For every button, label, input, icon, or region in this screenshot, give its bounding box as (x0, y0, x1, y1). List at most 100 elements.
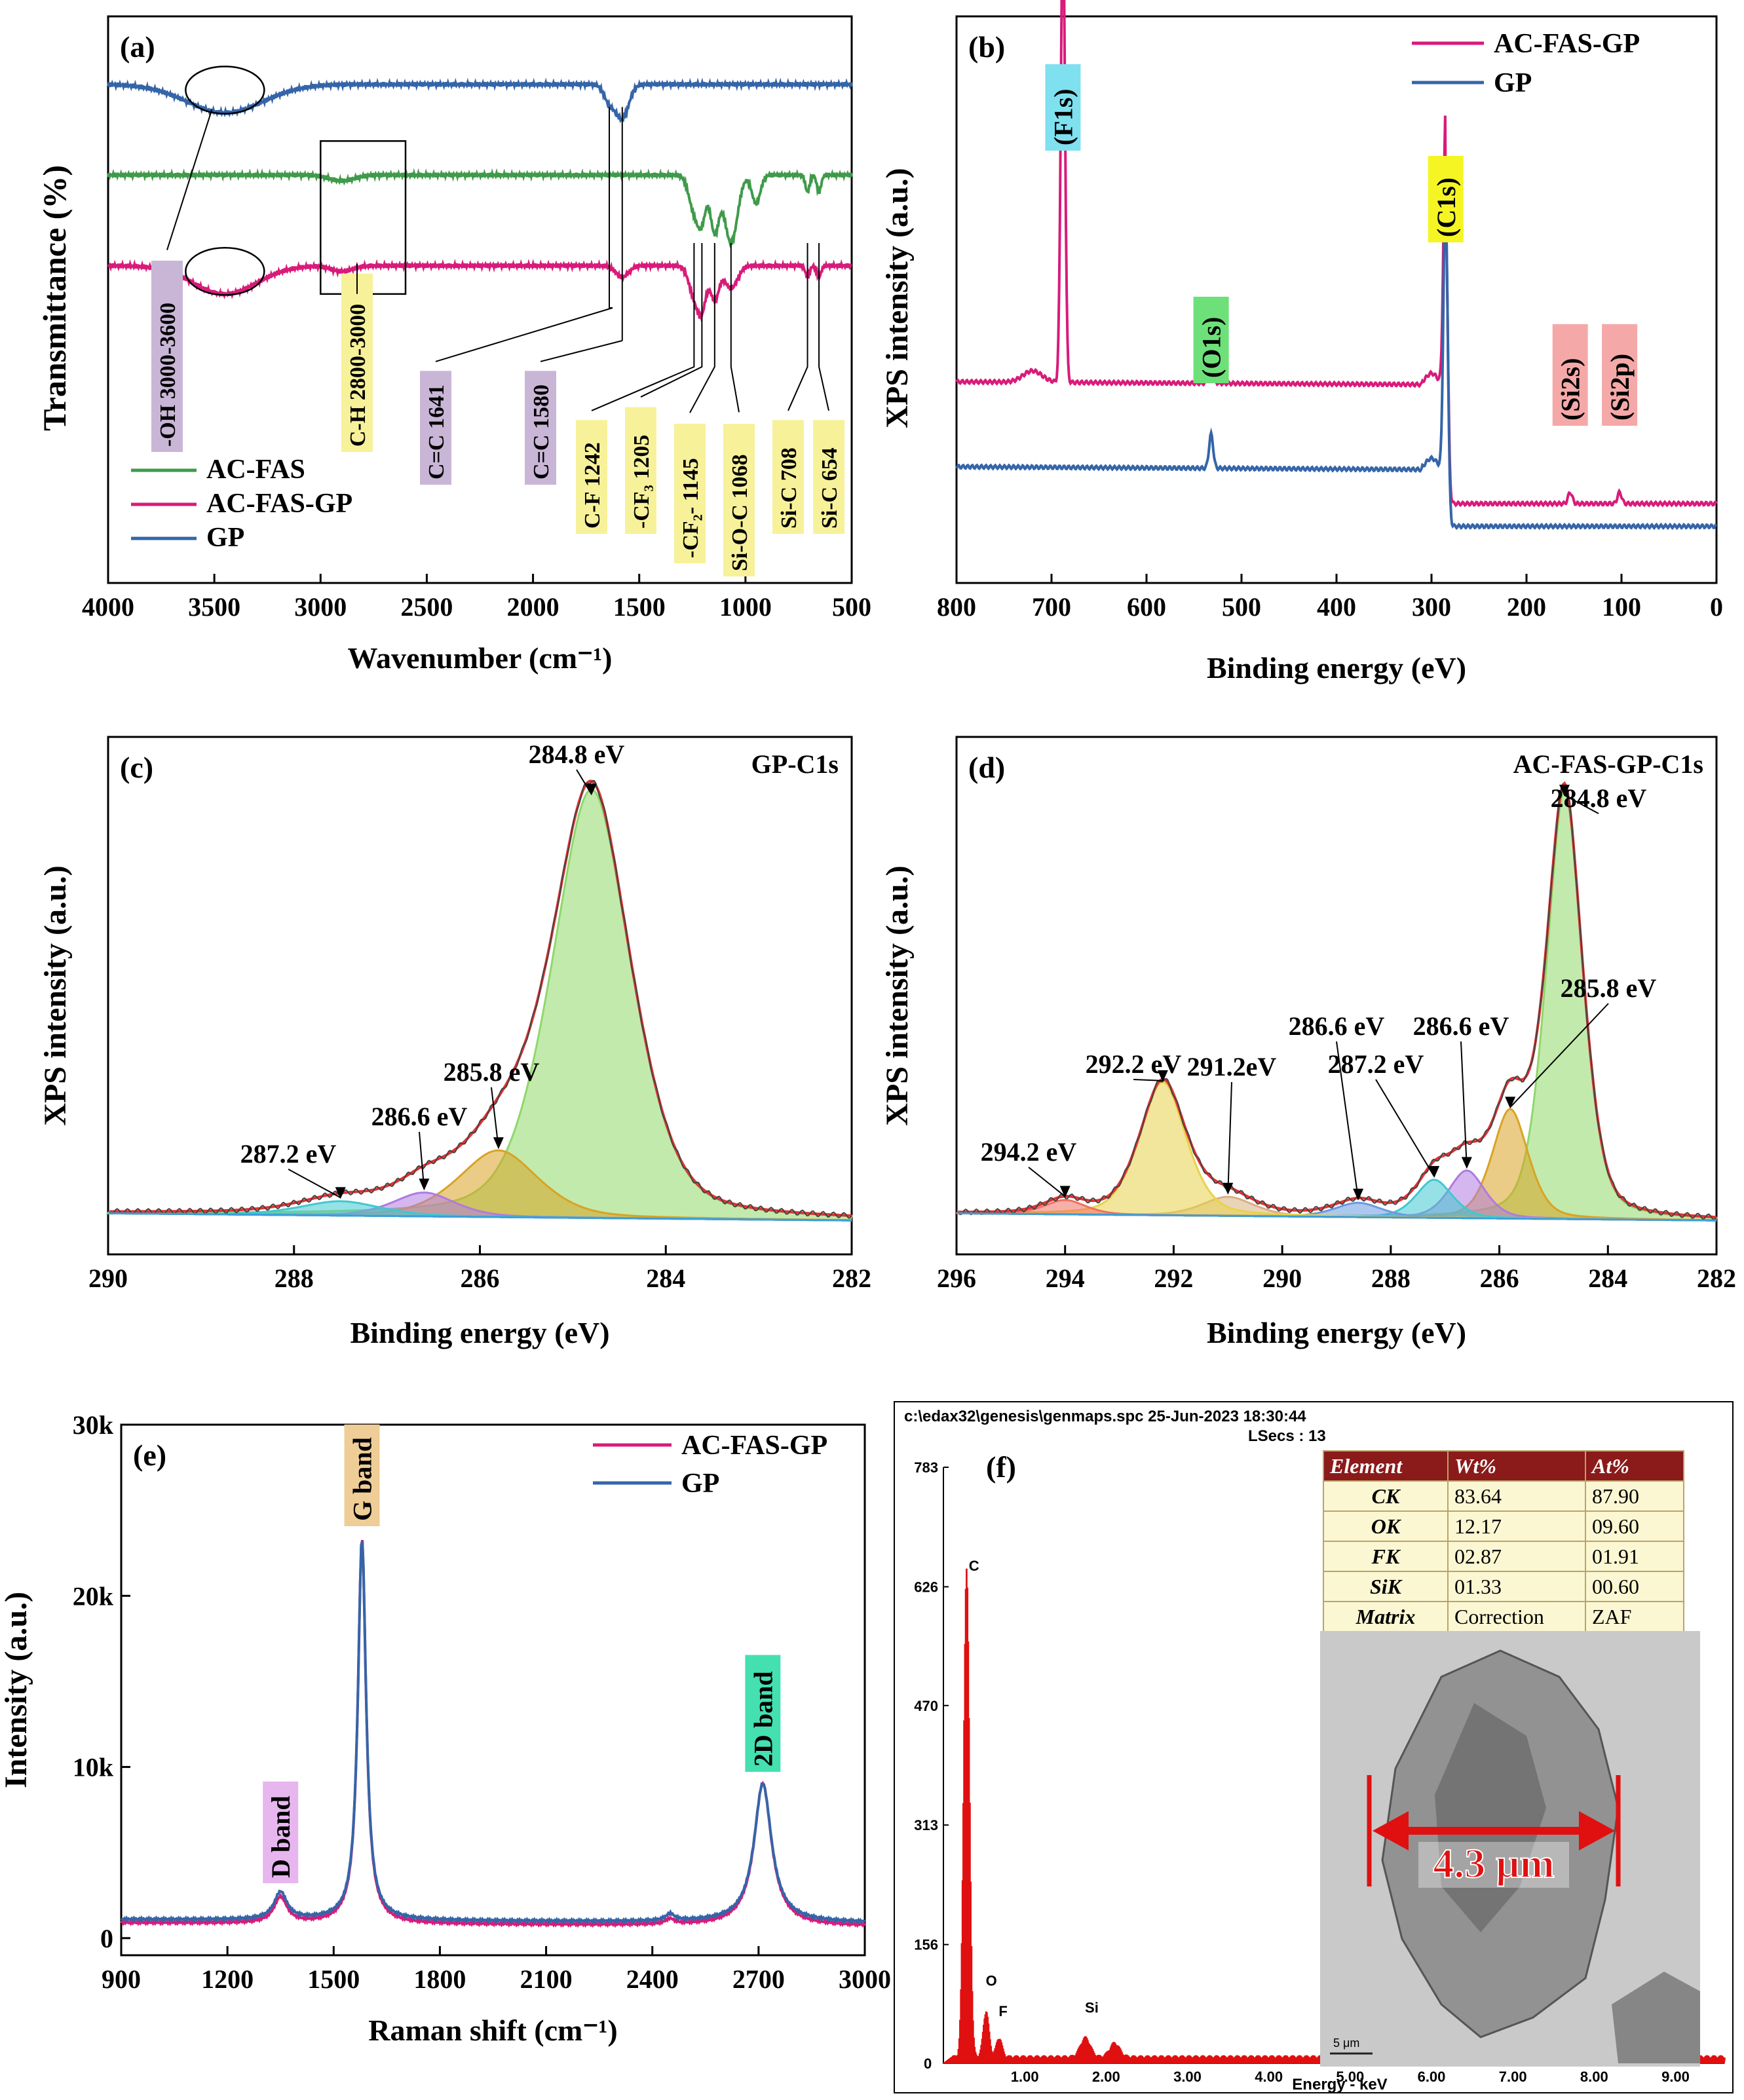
y-tick-label: 470 (914, 1698, 938, 1714)
eds-peak-label: O (986, 1973, 997, 1989)
table-cell (1447, 1571, 1586, 1602)
table-cell (1585, 1541, 1684, 1572)
annotation-tag-text: 2D band (748, 1671, 778, 1767)
component-arrow (1375, 1079, 1435, 1177)
x-axis-label: Binding energy (eV) (350, 1316, 609, 1349)
background-line (109, 1212, 852, 1222)
x-tick-label: 800 (937, 592, 976, 622)
tem-flake-fold (1435, 1703, 1546, 1932)
table-cell (1323, 1541, 1449, 1572)
table-cell (1585, 1510, 1684, 1542)
x-tick-label: 290 (1262, 1264, 1302, 1293)
x-tick-label: 1000 (719, 592, 772, 622)
annotation-tag: C=C 1641 (420, 371, 451, 485)
background-line (958, 1212, 1716, 1222)
x-tick-label: 7.00 (1499, 2069, 1527, 2085)
eds-table: Element Wt% At% CK 83.64 87.90 OK 12.17 09.60 FK 0… (1323, 1450, 1684, 1632)
annotation-tag: Si-C 708 (772, 420, 804, 534)
x-tick-label: 2400 (626, 1964, 679, 1994)
component-label: 285.8 eV (1561, 973, 1657, 1003)
component-label: 287.2 eV (1328, 1049, 1424, 1079)
tem-measure-label: 4.3 μm (1433, 1840, 1555, 1886)
component-arrowhead (419, 1178, 430, 1191)
table-cell-text: ZAF (1592, 1605, 1631, 1628)
annotation-tag-text: (C1s) (1431, 178, 1461, 237)
annotation-tag-text: C=C 1580 (529, 384, 554, 479)
annotation-leader (689, 243, 715, 413)
eds-peak-label: F (998, 2003, 1007, 2019)
panel-e: 900 1200 1500 1800 2100 2400 2700 3000 Raman shi… (0, 1410, 891, 2047)
component-arrowhead (586, 783, 597, 796)
x-axis-label: Binding energy (eV) (1207, 1316, 1466, 1349)
tem-measure-arrowhead-right (1579, 1811, 1615, 1850)
eds-peak-label: Si (1085, 1999, 1099, 2016)
x-tick-label: 2.00 (1092, 2069, 1120, 2085)
plot-frame (107, 15, 853, 584)
annotation-tag-text: Si-C 708 (777, 447, 801, 529)
component-arrowhead (335, 1187, 346, 1199)
x-tick-label: 282 (1697, 1264, 1736, 1293)
annotation-tag: -OH 3000-3600 (151, 260, 183, 452)
tem-measure-label-bg (1418, 1842, 1569, 1888)
x-tick-label: 2700 (732, 1964, 785, 1994)
annotation-tag-text: C-F 1242 (580, 442, 605, 529)
legend-label: AC-FAS-GP (1494, 29, 1640, 59)
panel-c: 290 288 286 284 282 Binding energy (eV) (c) XPS… (38, 736, 871, 1349)
y-tick-label: 783 (914, 1459, 938, 1476)
table-cell-text: Correction (1454, 1605, 1544, 1628)
annotation-tag-bg (1602, 324, 1638, 426)
annotation-tag-text: (O1s) (1197, 317, 1226, 378)
x-tick-label: 1200 (201, 1964, 254, 1994)
x-tick-label: 200 (1507, 592, 1546, 622)
y-tick-label: 20k (73, 1581, 114, 1611)
component-arrow (576, 769, 592, 795)
legend-label: AC-FAS (206, 455, 305, 485)
annotation-tag-bg (674, 423, 706, 563)
annotation-tag: G band (344, 1424, 380, 1526)
annotation-tag-bg (420, 371, 451, 485)
annotation-tag-bg (341, 273, 373, 452)
table-cell-text: CK (1372, 1484, 1401, 1508)
component-arrowhead (1559, 784, 1570, 797)
x-tick-label: 6.00 (1418, 2069, 1446, 2085)
panel-label: (c) (120, 751, 153, 784)
x-tick-label: 4.00 (1255, 2069, 1283, 2085)
component-arrowhead (1353, 1188, 1364, 1201)
annotation-leader (435, 107, 613, 362)
legend-label: GP (1494, 68, 1532, 98)
component-label: 294.2 eV (981, 1137, 1077, 1167)
annotation-tag: Si-O-C 1068 (723, 424, 755, 576)
annotation-tag: 2D band (745, 1655, 781, 1772)
annotation-tag-bg (745, 1655, 781, 1772)
annotation-leader (787, 243, 808, 411)
annotation-tag: Si-C 654 (813, 420, 844, 534)
series-line-ac-fas-gp (107, 259, 852, 323)
annotation-tag: (Si2s) (1552, 324, 1588, 426)
annotation-tag-text: -CF₂- 1145 (679, 458, 703, 558)
annotation-tag-text: G band (348, 1437, 377, 1521)
table-cell (1323, 1510, 1449, 1542)
component-arrow (1336, 1041, 1359, 1199)
table-cell (1447, 1541, 1586, 1572)
panel-label: (f) (986, 1450, 1016, 1484)
annotation-tag: C-F 1242 (576, 420, 607, 534)
x-tick-label: 2000 (507, 592, 559, 622)
component-label: 284.8 eV (529, 740, 625, 769)
series-line-ac-fas (107, 168, 853, 248)
component-arrow (1227, 1081, 1232, 1193)
table-header-text: Wt% (1454, 1454, 1496, 1478)
x-tick-label: 5.00 (1336, 2069, 1364, 2085)
raw-data-line (957, 784, 1717, 1220)
y-axis-label: XPS intensity (a.u.) (880, 168, 915, 428)
x-tick-label: 100 (1602, 592, 1641, 622)
series-line-ac-fas-gp (120, 1539, 866, 1928)
fit-component (105, 788, 854, 1222)
annotation-tag-text: Si-O-C 1068 (728, 455, 752, 572)
component-label: 286.6 eV (371, 1102, 468, 1131)
y-tick-label: 156 (914, 1937, 938, 1953)
table-cell-text: 01.91 (1592, 1545, 1639, 1568)
tem-measure-arrowhead-left (1373, 1811, 1409, 1850)
annotation-tag-text: (Si2p) (1605, 354, 1635, 421)
table-cell-text: FK (1371, 1545, 1401, 1568)
